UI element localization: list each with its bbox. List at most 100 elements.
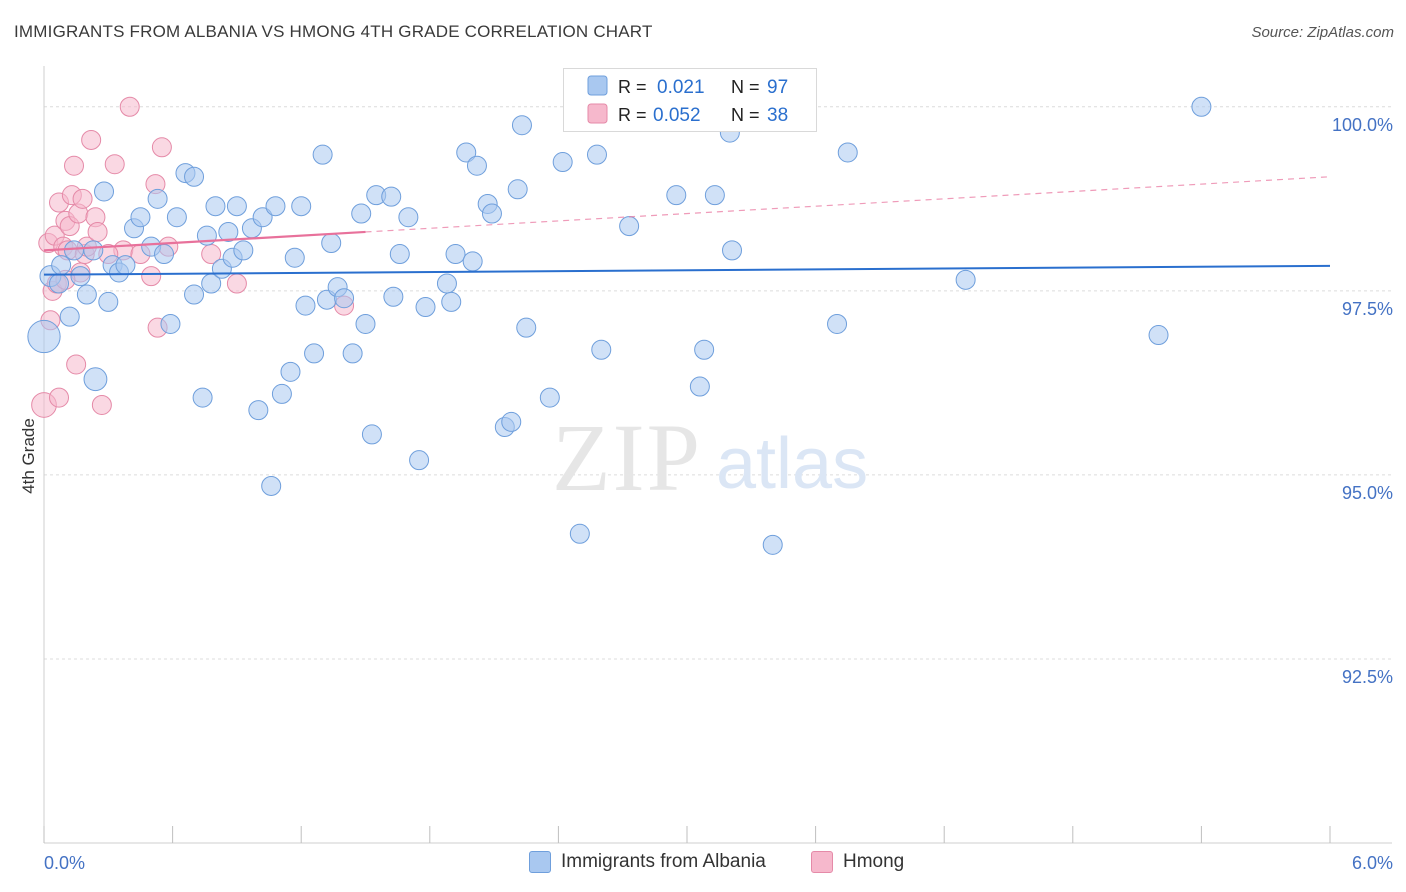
point-hmong	[66, 354, 87, 375]
point-albania	[507, 179, 528, 200]
point-albania	[436, 273, 457, 294]
point-albania	[516, 317, 537, 338]
point-albania	[827, 313, 848, 334]
point-albania	[361, 424, 382, 445]
point-albania	[226, 196, 247, 217]
y-tick-label: 95.0%	[1342, 483, 1393, 503]
point-albania	[184, 166, 205, 187]
point-albania	[466, 155, 487, 176]
point-albania	[1191, 96, 1212, 117]
point-albania	[160, 313, 181, 334]
point-hmong	[119, 96, 140, 117]
point-albania	[291, 196, 312, 217]
point-albania	[481, 203, 502, 224]
point-hmong	[141, 266, 162, 287]
point-albania	[1148, 325, 1169, 346]
point-albania	[284, 247, 305, 268]
legend-label-albania: Immigrants from Albania	[561, 851, 766, 872]
point-albania	[64, 240, 85, 261]
point-albania	[539, 387, 560, 408]
point-albania	[312, 144, 333, 165]
series-legend: Immigrants from Albania Hmong	[0, 851, 1406, 879]
point-hmong	[151, 137, 172, 158]
legend-swatch-albania	[587, 75, 608, 96]
point-hmong	[49, 387, 70, 408]
point-albania	[94, 181, 115, 202]
point-albania	[619, 216, 640, 237]
point-albania	[27, 319, 61, 354]
legend-n-value-hmong: 38	[767, 105, 788, 126]
point-albania	[351, 203, 372, 224]
point-hmong	[226, 273, 247, 294]
point-albania	[955, 269, 976, 290]
point-albania	[722, 240, 743, 261]
point-albania	[591, 339, 612, 360]
axes	[43, 66, 1392, 844]
gridlines	[44, 106, 1392, 660]
point-albania	[552, 152, 573, 173]
source-credit: Source: ZipAtlas.com	[1251, 24, 1394, 41]
point-albania	[205, 196, 226, 217]
point-hmong	[72, 188, 93, 209]
point-albania	[666, 185, 687, 206]
point-albania	[98, 291, 119, 312]
point-albania	[321, 233, 342, 254]
point-albania	[462, 251, 483, 272]
chart-title: IMMIGRANTS FROM ALBANIA VS HMONG 4TH GRA…	[14, 22, 653, 41]
point-albania	[70, 266, 91, 287]
y-tick-label: 100.0%	[1332, 115, 1393, 135]
point-albania	[586, 144, 607, 165]
point-albania	[184, 284, 205, 305]
point-albania	[569, 523, 590, 544]
watermark-zip: ZIP	[552, 404, 702, 511]
point-albania	[304, 343, 325, 364]
point-albania	[409, 450, 430, 471]
y-axis-label: 4th Grade	[19, 418, 38, 494]
point-albania	[837, 142, 858, 163]
legend-item-hmong[interactable]: Hmong	[811, 851, 904, 873]
point-albania	[261, 475, 282, 496]
watermark: ZIP atlas	[552, 404, 868, 511]
point-albania	[441, 291, 462, 312]
legend-item-albania[interactable]: Immigrants from Albania	[529, 851, 766, 873]
legend-r-label-2: R =	[618, 105, 647, 125]
trend-line-hmong-extrapolated	[365, 176, 1331, 233]
point-albania	[334, 288, 355, 309]
point-albania	[154, 244, 175, 265]
point-albania	[147, 188, 168, 209]
legend-n-label-2: N =	[731, 105, 760, 125]
point-hmong	[64, 155, 85, 176]
point-albania	[398, 207, 419, 228]
y-tick-label: 97.5%	[1342, 299, 1393, 319]
y-tick-labels: 92.5% 95.0% 97.5% 100.0%	[1332, 115, 1393, 687]
point-albania	[511, 115, 532, 136]
point-albania	[501, 411, 522, 432]
point-albania	[49, 273, 70, 294]
point-albania	[342, 343, 363, 364]
legend-r-value-albania: 0.021	[657, 77, 705, 98]
x-tick-label-right: 6.0%	[1352, 853, 1393, 873]
point-albania	[694, 339, 715, 360]
point-albania	[51, 255, 72, 276]
legend-swatch-hmong-bottom	[811, 851, 833, 873]
point-albania	[456, 142, 477, 163]
x-tick-label-left: 0.0%	[44, 853, 85, 873]
point-albania	[192, 387, 213, 408]
legend-n-label-1: N =	[731, 77, 760, 97]
point-albania	[445, 244, 466, 265]
point-albania	[704, 185, 725, 206]
legend-swatch-hmong	[587, 103, 608, 124]
point-albania	[689, 376, 710, 397]
trend-line-albania	[43, 264, 1331, 276]
point-albania	[280, 361, 301, 382]
trend-line-hmong	[43, 230, 366, 252]
point-hmong	[81, 129, 102, 150]
trend-lines	[43, 176, 1331, 276]
point-albania	[218, 221, 239, 242]
point-albania	[166, 207, 187, 228]
point-albania	[381, 186, 402, 207]
point-albania	[762, 534, 783, 555]
legend-swatch-albania-bottom	[529, 851, 551, 873]
point-albania	[389, 244, 410, 265]
